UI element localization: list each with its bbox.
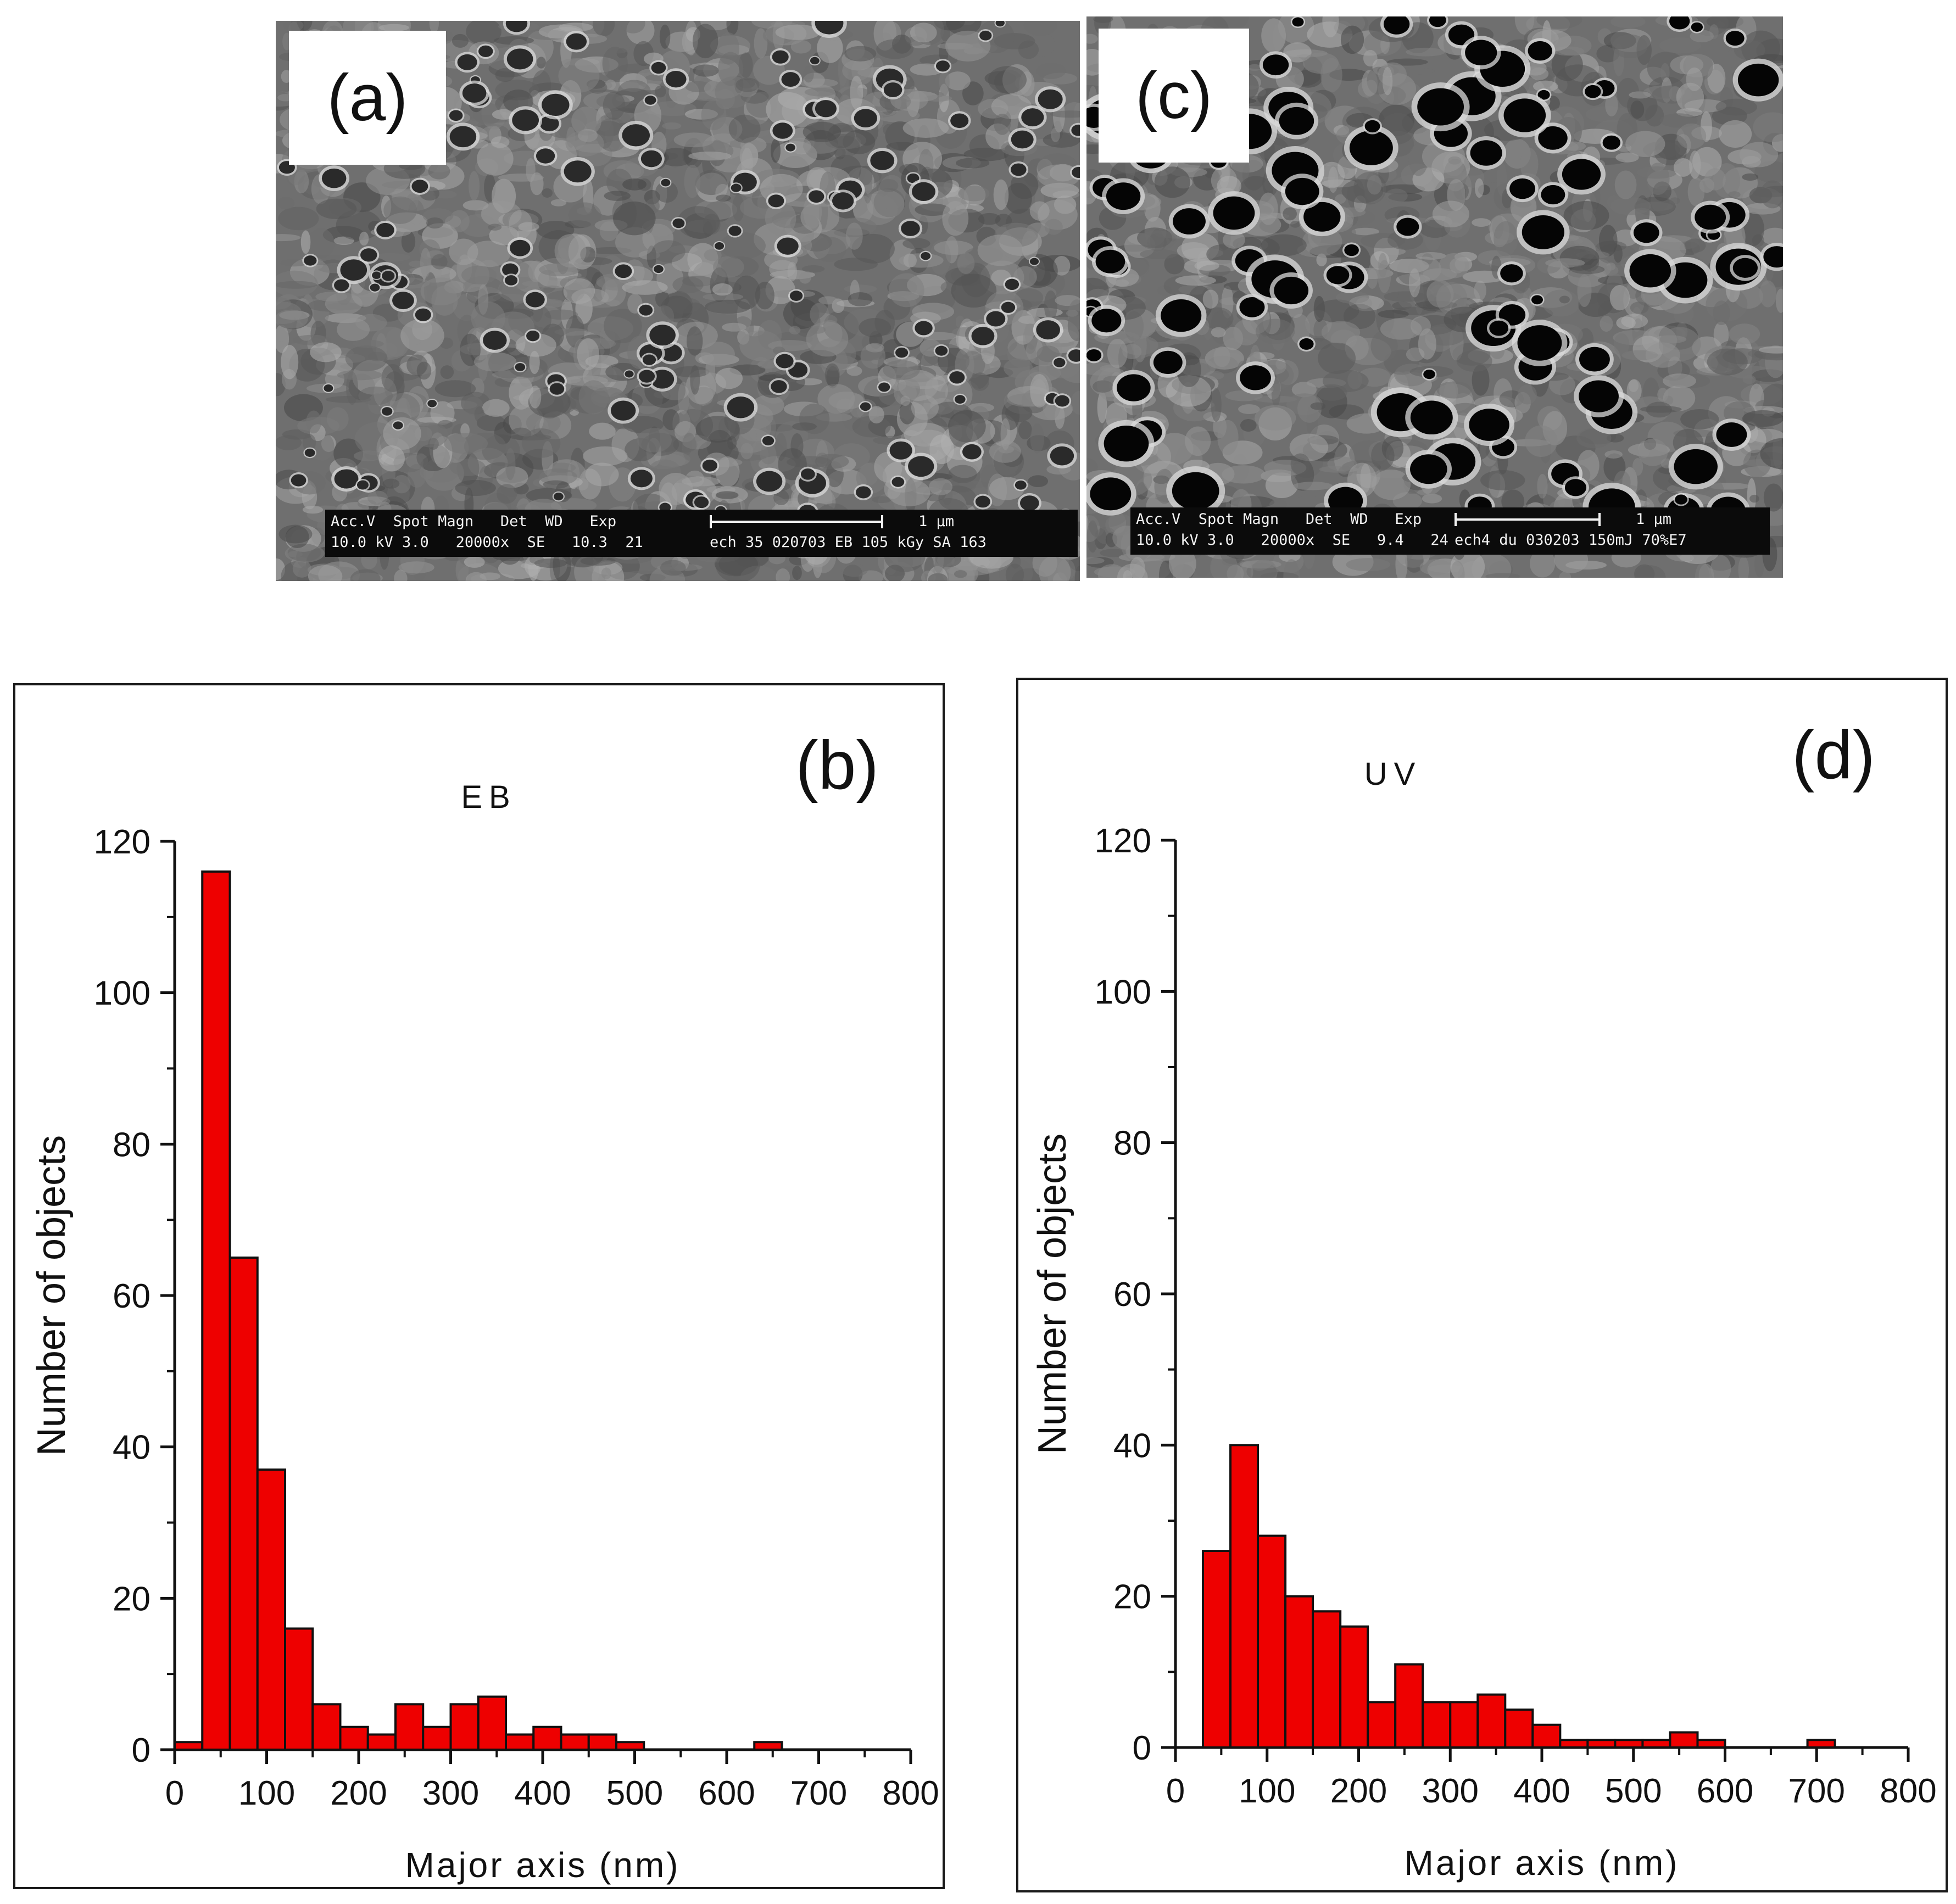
scale-label-c: 1 µm	[1636, 511, 1672, 528]
histogram-bar	[1559, 1739, 1589, 1749]
histogram-bar	[505, 1733, 535, 1751]
histogram-bar	[477, 1695, 507, 1751]
histogram-bar	[311, 1703, 342, 1751]
y-tick-label: 100	[94, 975, 151, 1013]
histogram-bar	[1284, 1595, 1314, 1749]
histogram-bar	[532, 1726, 562, 1751]
histogram-bar	[1394, 1663, 1424, 1749]
series-annotation: UV	[1364, 756, 1422, 792]
databar-header-c: Acc.V Spot Magn Det WD Exp	[1136, 511, 1422, 528]
x-tick-label: 100	[238, 1774, 295, 1812]
sample-label-c: ech4 du 030203 150mJ 70%E7	[1455, 532, 1687, 549]
x-tick-label: 300	[422, 1774, 479, 1812]
histogram-bar	[1614, 1739, 1644, 1749]
sample-label-a: ech 35 020703 EB 105 kGy SA 163	[710, 534, 987, 551]
x-tick-label: 300	[1422, 1772, 1479, 1810]
x-tick-label: 500	[1605, 1772, 1662, 1810]
histogram-bar	[753, 1741, 783, 1751]
histogram-bar	[1422, 1701, 1452, 1749]
x-tick-label: 500	[606, 1774, 663, 1812]
sem-image-a: (a) Acc.V Spot Magn Det WD Exp 10.0 kV 3…	[276, 21, 1080, 581]
sem-texture-c	[1086, 16, 1783, 578]
histogram-bar	[1449, 1701, 1479, 1749]
chart-b-frame: 0 20 40 60 80 100 120 0 100 200 300 400 500 600 700 800…	[13, 683, 945, 1889]
x-tick-label: 600	[698, 1774, 755, 1812]
x-tick-label: 700	[790, 1774, 847, 1812]
x-tick-label: 200	[330, 1774, 387, 1812]
histogram-bar	[560, 1733, 590, 1751]
x-tick-label: 700	[1788, 1772, 1845, 1810]
y-axis-label: Number of objects	[30, 1135, 74, 1456]
chart-d-frame: 0 20 40 60 80 100 120 0 100 200 300 400 500 600 700 800…	[1016, 678, 1948, 1892]
x-tick-label: 0	[165, 1774, 184, 1812]
histogram-bar	[201, 870, 231, 1751]
y-tick-label: 0	[132, 1732, 151, 1769]
histogram-bar	[1202, 1550, 1232, 1749]
panel-label: (d)	[1792, 717, 1875, 793]
x-tick-label: 200	[1330, 1772, 1387, 1810]
y-tick-label: 100	[1095, 973, 1151, 1011]
histogram-bar	[1339, 1625, 1369, 1749]
histogram-bar	[1806, 1739, 1836, 1749]
histogram-b: 0 20 40 60 80 100 120 0 100 200 300 400 500 600 700 800…	[30, 728, 939, 1885]
panel-label-c: (c)	[1099, 29, 1249, 163]
histogram-bar	[422, 1726, 452, 1751]
databar-values-c: 10.0 kV 3.0 20000x SE 9.4 24	[1136, 532, 1448, 549]
y-tick-label: 40	[1113, 1427, 1151, 1465]
histogram-d: 0 20 40 60 80 100 120 0 100 200 300 400 500 600 700 800…	[1030, 717, 1937, 1883]
histogram-bar	[615, 1741, 645, 1751]
y-tick-label: 40	[113, 1429, 151, 1467]
histogram-bar	[1312, 1610, 1342, 1749]
histogram-bar	[229, 1257, 259, 1751]
y-axis-label: Number of objects	[1030, 1134, 1074, 1454]
histogram-bar	[174, 1741, 204, 1751]
x-tick-label: 600	[1697, 1772, 1753, 1810]
histogram-bar	[1367, 1701, 1397, 1749]
scale-bar-a	[710, 515, 883, 528]
histogram-bar	[1504, 1708, 1534, 1749]
x-tick-label: 400	[514, 1774, 571, 1812]
databar-values-a: 10.0 kV 3.0 20000x SE 10.3 21	[331, 534, 643, 551]
x-tick-label: 800	[1880, 1772, 1936, 1810]
y-tick-label: 80	[1113, 1125, 1151, 1163]
scale-bar-c	[1455, 513, 1601, 526]
histogram-bar	[339, 1726, 369, 1751]
x-tick-label: 100	[1239, 1772, 1295, 1810]
histogram-bar	[587, 1733, 617, 1751]
panel-label: (b)	[795, 728, 879, 803]
histogram-bar	[394, 1703, 425, 1751]
x-tick-label: 0	[1166, 1772, 1185, 1810]
y-tick-label: 80	[113, 1126, 151, 1164]
y-tick-label: 120	[1095, 822, 1151, 860]
histogram-bar	[449, 1703, 480, 1751]
y-tick-label: 120	[94, 823, 151, 861]
sem-image-c: (c) Acc.V Spot Magn Det WD Exp 10.0 kV 3…	[1086, 16, 1783, 578]
x-axis-label: Major axis (nm)	[405, 1845, 681, 1885]
histogram-bar	[1257, 1534, 1287, 1749]
sem-databar-c: Acc.V Spot Magn Det WD Exp 10.0 kV 3.0 2…	[1130, 507, 1770, 555]
y-tick-label: 60	[113, 1277, 151, 1315]
y-tick-label: 20	[113, 1580, 151, 1618]
histogram-bar	[366, 1733, 397, 1751]
histogram-bar	[1586, 1739, 1617, 1749]
scale-label-a: 1 µm	[918, 513, 955, 530]
series-annotation: EB	[461, 779, 516, 815]
x-tick-label: 400	[1513, 1772, 1570, 1810]
y-tick-label: 0	[1133, 1729, 1151, 1767]
histogram-bar	[1229, 1444, 1260, 1749]
histogram-bar	[284, 1627, 314, 1751]
histogram-bar	[1531, 1723, 1562, 1749]
y-tick-label: 60	[1113, 1276, 1151, 1314]
x-axis-label: Major axis (nm)	[1405, 1843, 1680, 1883]
histogram-bar	[1669, 1731, 1699, 1749]
x-tick-label: 800	[882, 1774, 939, 1812]
panel-label-a: (a)	[289, 31, 446, 165]
histogram-bar	[1696, 1739, 1726, 1749]
histogram-bar	[1641, 1739, 1671, 1749]
histogram-bar	[1476, 1693, 1507, 1749]
histogram-bar	[256, 1469, 286, 1751]
databar-header-a: Acc.V Spot Magn Det WD Exp	[331, 513, 617, 530]
y-tick-label: 20	[1113, 1578, 1151, 1616]
sem-databar-a: Acc.V Spot Magn Det WD Exp 10.0 kV 3.0 2…	[325, 510, 1078, 557]
